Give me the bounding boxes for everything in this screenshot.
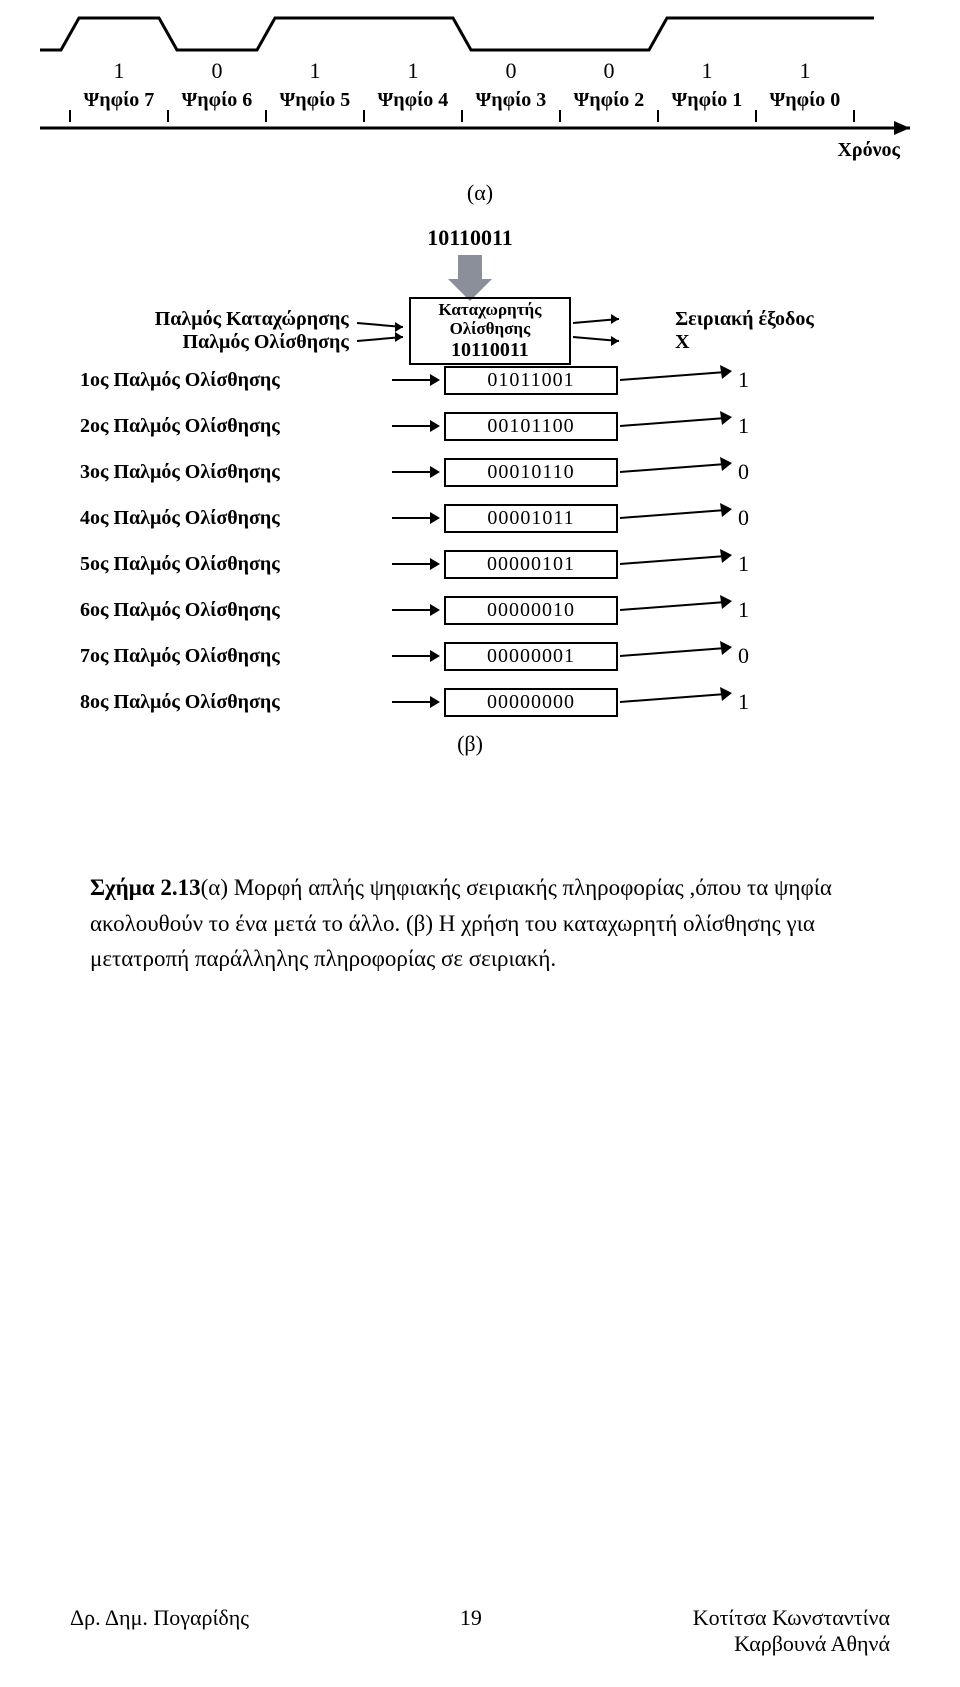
shift-register-value: 00101100 xyxy=(444,412,618,441)
arrow-right-icon xyxy=(618,684,738,720)
shift-row: 8ος Παλμός Ολίσθησης 00000000 1 xyxy=(60,679,880,725)
shift-pulse-n-label: 5ος Παλμός Ολίσθησης xyxy=(60,553,390,576)
figure-caption: Σχήμα 2.13(α) Μορφή απλής ψηφιακής σειρι… xyxy=(90,870,870,977)
shift-pulse-n-label: 4ος Παλμός Ολίσθησης xyxy=(60,507,390,530)
arrow-right-icon xyxy=(618,592,738,628)
footer-right-1: Κοτίτσα Κωνσταντίνα xyxy=(693,1605,890,1631)
arrow-right-icon xyxy=(618,500,738,536)
shift-row: 3ος Παλμός Ολίσθησης 00010110 0 xyxy=(60,449,880,495)
arrow-right-icon xyxy=(390,408,444,444)
arrow-right-icon xyxy=(390,546,444,582)
shift-register-value: 01011001 xyxy=(444,366,618,395)
shift-register-value: 00000101 xyxy=(444,550,618,579)
shift-output-bit: 1 xyxy=(738,413,798,439)
svg-text:Ψηφίο 7: Ψηφίο 7 xyxy=(84,89,155,111)
shift-row: 6ος Παλμός Ολίσθησης 00000010 1 xyxy=(60,587,880,633)
svg-text:Ψηφίο 0: Ψηφίο 0 xyxy=(770,89,841,111)
svg-text:Ψηφίο 2: Ψηφίο 2 xyxy=(574,89,645,111)
svg-text:1: 1 xyxy=(114,58,125,83)
load-pulse-label: Παλμός Καταχώρησης xyxy=(60,308,349,331)
arrow-right-icon xyxy=(618,362,738,398)
svg-text:1: 1 xyxy=(408,58,419,83)
shift-pulse-n-label: 8ος Παλμός Ολίσθησης xyxy=(60,691,390,714)
shift-register-box: Καταχωρητής Ολίσθησης 10110011 xyxy=(409,297,571,364)
svg-text:Ψηφίο 4: Ψηφίο 4 xyxy=(378,89,449,111)
shift-pulse-n-label: 7ος Παλμός Ολίσθησης xyxy=(60,645,390,668)
serial-output-x: Χ xyxy=(675,331,880,354)
shift-register-value: 00000000 xyxy=(444,688,618,717)
shift-output-bit: 0 xyxy=(738,643,798,669)
timing-waveform: 1 0 1 1 0 0 1 1 Ψηφίο 7 Ψηφίο 6 Ψηφίο 5 Ψηφίο 4 Ψηφί… xyxy=(30,10,930,180)
shift-row: 5ος Παλμός Ολίσθησης 00000101 1 xyxy=(60,541,880,587)
shift-row: 4ος Παλμός Ολίσθησης 00001011 0 xyxy=(60,495,880,541)
arrow-right-icon xyxy=(390,362,444,398)
shift-pulse-label: Παλμός Ολίσθησης xyxy=(60,331,349,354)
sub-label-alpha: (α) xyxy=(0,180,960,206)
shift-output-bit: 1 xyxy=(738,367,798,393)
down-arrow-icon xyxy=(440,255,500,303)
arrow-right-icon xyxy=(618,546,738,582)
svg-text:0: 0 xyxy=(212,58,223,83)
shift-output-bit: 1 xyxy=(738,689,798,715)
sub-label-beta: (β) xyxy=(60,731,880,757)
shift-register-value: 00000001 xyxy=(444,642,618,671)
arrow-right-icon xyxy=(390,500,444,536)
shift-pulse-n-label: 1ος Παλμός Ολίσθησης xyxy=(60,369,390,392)
shift-output-bit: 0 xyxy=(738,459,798,485)
svg-text:1: 1 xyxy=(800,58,811,83)
shift-output-bit: 0 xyxy=(738,505,798,531)
svg-text:Ψηφίο 6: Ψηφίο 6 xyxy=(182,89,253,111)
arrow-right-icon xyxy=(618,638,738,674)
shift-register-value: 00001011 xyxy=(444,504,618,533)
footer-right-2: Καρβουνά Αθηνά xyxy=(693,1631,890,1657)
arrow-right-icon xyxy=(618,454,738,490)
shift-output-bit: 1 xyxy=(738,597,798,623)
svg-text:0: 0 xyxy=(604,58,615,83)
svg-text:1: 1 xyxy=(310,58,321,83)
shift-register-diagram: 10110011 Παλμός Καταχώρησης Παλμός Ολίσθ… xyxy=(60,225,880,757)
arrow-right-icon xyxy=(618,408,738,444)
shift-pulse-n-label: 2ος Παλμός Ολίσθησης xyxy=(60,415,390,438)
shift-register-value: 00000010 xyxy=(444,596,618,625)
shift-pulse-n-label: 6ος Παλμός Ολίσθησης xyxy=(60,599,390,622)
svg-text:1: 1 xyxy=(702,58,713,83)
timing-diagram: 1 0 1 1 0 0 1 1 Ψηφίο 7 Ψηφίο 6 Ψηφίο 5 Ψηφίο 4 Ψηφί… xyxy=(30,10,930,180)
shift-register-value: 00010110 xyxy=(444,458,618,487)
shift-output-bit: 1 xyxy=(738,551,798,577)
svg-text:Χρόνος: Χρόνος xyxy=(837,139,900,161)
arrow-right-icon xyxy=(390,454,444,490)
shift-row: 7ος Παλμός Ολίσθησης 00000001 0 xyxy=(60,633,880,679)
svg-text:Ψηφίο 5: Ψηφίο 5 xyxy=(280,89,351,111)
svg-text:0: 0 xyxy=(506,58,517,83)
serial-output-label: Σειριακή έξοδος xyxy=(675,308,880,331)
arrow-right-icon xyxy=(571,313,625,349)
arrow-right-icon xyxy=(390,592,444,628)
shift-pulse-n-label: 3ος Παλμός Ολίσθησης xyxy=(60,461,390,484)
arrow-right-icon xyxy=(390,684,444,720)
input-binary: 10110011 xyxy=(60,225,880,251)
footer-left: Δρ. Δημ. Πογαρίδης xyxy=(70,1605,249,1657)
arrow-right-icon xyxy=(390,638,444,674)
svg-text:Ψηφίο 3: Ψηφίο 3 xyxy=(476,89,547,111)
footer-page-number: 19 xyxy=(460,1605,482,1657)
arrow-right-icon xyxy=(355,313,409,349)
page-footer: Δρ. Δημ. Πογαρίδης 19 Κοτίτσα Κωνσταντίν… xyxy=(70,1605,890,1657)
register-head-row: Παλμός Καταχώρησης Παλμός Ολίσθησης Κατα… xyxy=(60,305,880,357)
svg-text:Ψηφίο 1: Ψηφίο 1 xyxy=(672,89,743,111)
shift-row: 2ος Παλμός Ολίσθησης 00101100 1 xyxy=(60,403,880,449)
